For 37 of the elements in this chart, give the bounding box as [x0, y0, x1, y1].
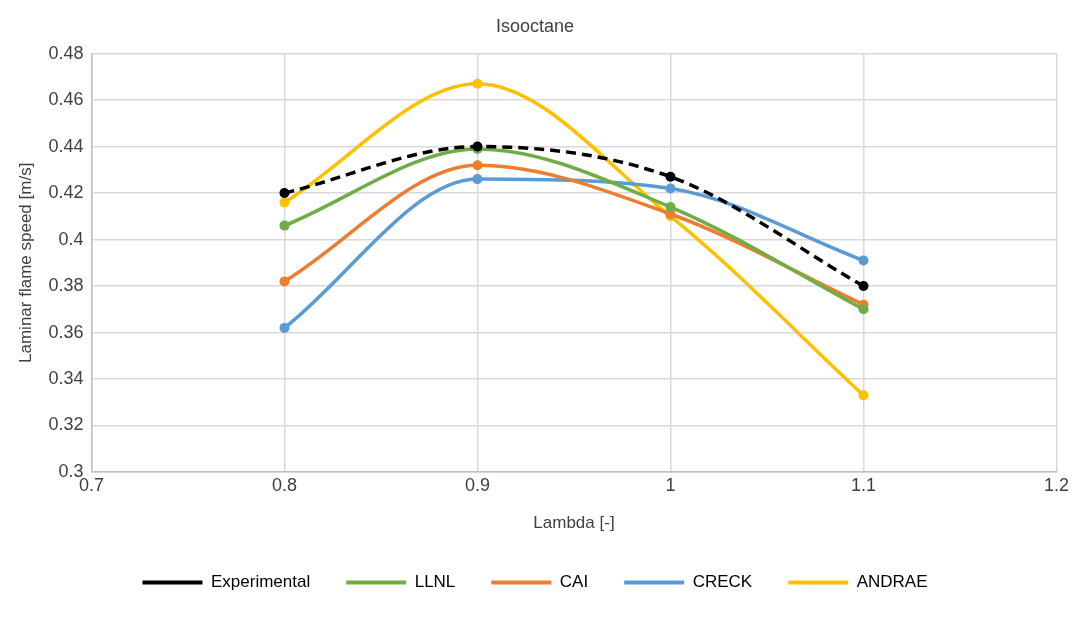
y-tick-label: 0.32 [48, 414, 84, 435]
legend-label: LLNL [414, 572, 456, 592]
point [665, 183, 676, 194]
point [472, 78, 483, 89]
point [279, 220, 290, 231]
x-tick-label: 1.2 [1043, 474, 1069, 495]
y-tick-label: 0.48 [48, 42, 84, 63]
point [858, 304, 869, 315]
y-tick-label: 0.34 [48, 367, 84, 388]
point [665, 202, 676, 213]
x-tick-label: 1 [665, 474, 676, 495]
legend-label: CRECK [692, 572, 753, 592]
x-tick-label: 0.8 [271, 474, 297, 495]
point [279, 197, 290, 208]
point [858, 281, 869, 292]
legend-label: ANDRAE [856, 572, 928, 592]
point [279, 276, 290, 287]
point [472, 174, 483, 185]
y-tick-label: 0.4 [58, 228, 84, 249]
legend-label: Experimental [210, 572, 311, 592]
x-tick-label: 1.1 [850, 474, 876, 495]
y-axis-title: Laminar flame speed [m/s] [15, 162, 35, 363]
point [279, 188, 290, 199]
x-tick-label: 0.9 [464, 474, 490, 495]
y-tick-label: 0.42 [48, 182, 84, 203]
y-tick-label: 0.46 [48, 89, 84, 110]
x-axis-title: Lambda [-] [533, 513, 615, 533]
legend-label: CAI [559, 572, 589, 592]
y-tick-label: 0.44 [48, 135, 84, 156]
point [858, 390, 869, 401]
y-tick-label: 0.38 [48, 275, 84, 296]
point [472, 160, 483, 171]
chart-title: Isooctane [495, 15, 575, 36]
y-tick-label: 0.36 [48, 321, 84, 342]
point [858, 255, 869, 266]
point [665, 171, 676, 182]
point [279, 322, 290, 333]
